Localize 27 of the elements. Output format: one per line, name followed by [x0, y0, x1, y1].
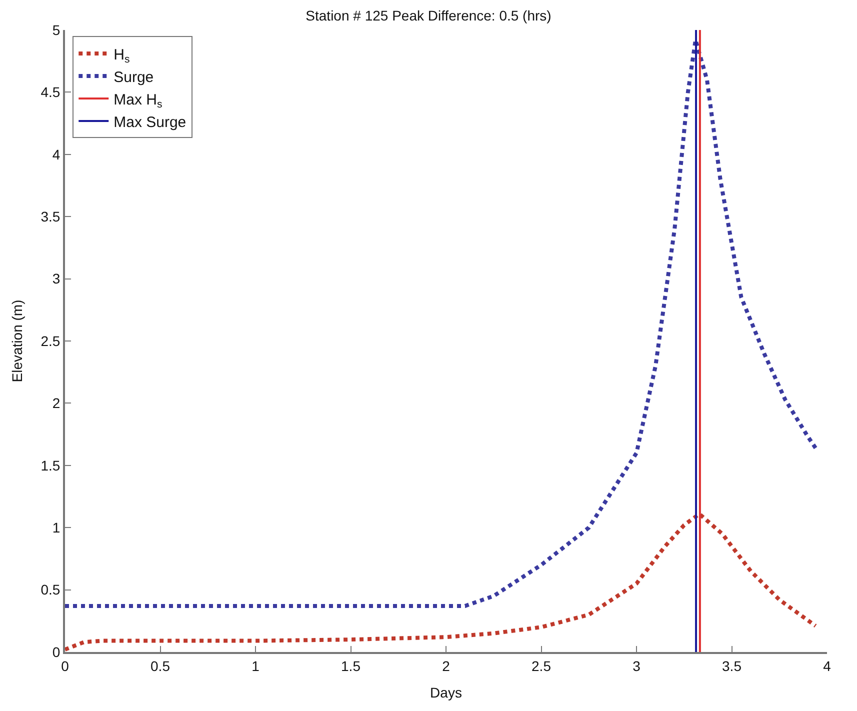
x-tick-label: 0.5: [150, 658, 170, 674]
x-axis-title: Days: [430, 684, 462, 701]
legend-label: Max H$_{s}$: [114, 91, 162, 110]
y-tick-label: 1.5: [40, 457, 60, 474]
y-axis-title: Elevation (m): [8, 300, 25, 382]
y-tick-label: 2: [52, 395, 60, 412]
y-tick-label: 3: [52, 270, 60, 287]
x-tick-label: 2: [442, 658, 450, 674]
y-tick-label: 3.5: [40, 208, 60, 224]
chart-title: Station # 125 Peak Difference: 0.5 (hrs): [306, 7, 552, 24]
y-tick-label: 4.5: [40, 84, 60, 100]
y-tick-label: 0.5: [40, 582, 60, 598]
y-tick-label: 4: [52, 146, 60, 162]
legend-label: H$_{s}$: [114, 46, 130, 66]
legend-label: Surge: [114, 68, 154, 86]
x-tick-label: 1.5: [341, 658, 361, 674]
y-tick-label: 2.5: [40, 332, 60, 349]
x-tick-label: 3: [632, 658, 641, 674]
y-tick-label: 5: [52, 22, 60, 38]
x-tick-label: 2.5: [532, 658, 552, 674]
x-tick-label: 4: [823, 658, 832, 674]
x-tick-label: 1: [252, 658, 260, 674]
x-tick-label: 3.5: [722, 658, 742, 674]
line-series: [65, 512, 818, 652]
y-tick-label: 1: [52, 520, 60, 536]
y-tick-label: 0: [52, 644, 60, 660]
legend-label: Max Surge: [114, 114, 186, 131]
